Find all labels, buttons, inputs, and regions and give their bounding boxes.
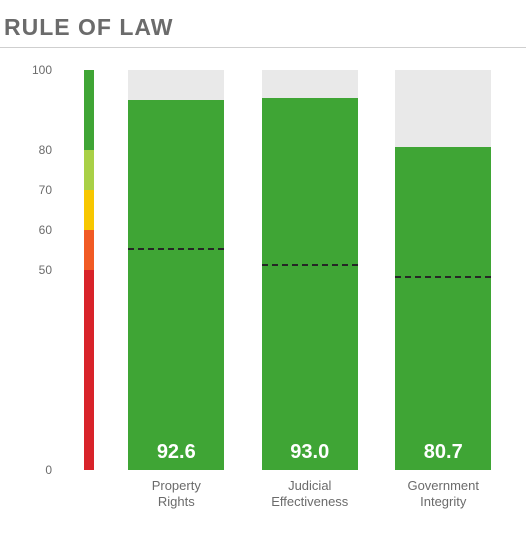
rule-of-law-chart: 050607080100 92.693.080.7 PropertyRights…: [12, 70, 510, 470]
bar-value-label: 80.7: [395, 441, 491, 464]
chart-title: RULE OF LAW: [0, 0, 526, 47]
bar-value-label: 92.6: [128, 441, 224, 464]
y-tick-label: 70: [12, 183, 52, 197]
y-tick-label: 100: [12, 63, 52, 77]
scale-segment: [84, 230, 94, 270]
y-tick-label: 0: [12, 463, 52, 477]
bar-value-label: 93.0: [262, 441, 358, 464]
x-axis-label: GovernmentIntegrity: [377, 478, 510, 509]
reference-line: [395, 276, 491, 278]
y-tick-label: 60: [12, 223, 52, 237]
scale-segment: [84, 270, 94, 470]
scale-segment: [84, 190, 94, 230]
bar-fill: [128, 100, 224, 470]
x-axis-label: PropertyRights: [110, 478, 243, 509]
bar-column: 93.0: [262, 70, 358, 470]
bar-fill: [395, 147, 491, 470]
y-tick-label: 50: [12, 263, 52, 277]
reference-line: [128, 248, 224, 250]
x-axis-label: JudicialEffectiveness: [243, 478, 376, 509]
scale-segment: [84, 150, 94, 190]
bar-fill: [262, 98, 358, 470]
title-rule: [0, 47, 526, 48]
plot-area: 92.693.080.7 PropertyRightsJudicialEffec…: [84, 70, 510, 470]
scale-segment: [84, 70, 94, 150]
reference-line: [262, 264, 358, 266]
bar-column: 80.7: [395, 70, 491, 470]
y-tick-label: 80: [12, 143, 52, 157]
bar-column: 92.6: [128, 70, 224, 470]
score-color-scale: [84, 70, 94, 470]
